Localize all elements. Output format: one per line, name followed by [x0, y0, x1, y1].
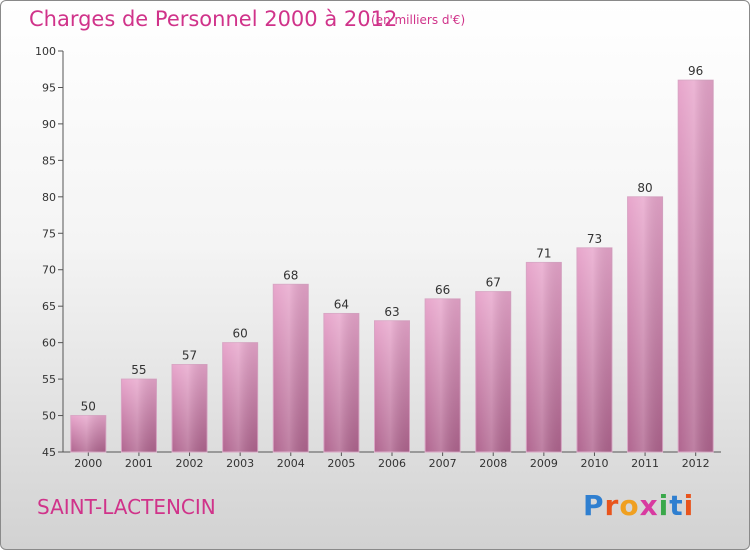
x-tick-label: 2010: [580, 457, 608, 470]
x-tick-label: 2012: [682, 457, 710, 470]
bar-value-label: 73: [587, 232, 602, 246]
logo-letter: o: [619, 489, 640, 522]
logo-letter: t: [669, 489, 684, 522]
logo-letter: P: [583, 489, 605, 522]
bar-shine: [425, 298, 461, 452]
x-tick-label: 2005: [327, 457, 355, 470]
x-tick-label: 2011: [631, 457, 659, 470]
bar-shine: [374, 320, 410, 452]
bar-value-label: 60: [233, 327, 248, 341]
y-tick-label: 75: [42, 227, 56, 240]
x-tick-label: 2001: [125, 457, 153, 470]
y-tick-label: 80: [42, 191, 56, 204]
y-tick-label: 45: [42, 446, 56, 459]
bar-value-label: 63: [384, 305, 399, 319]
bar-value-label: 71: [536, 246, 551, 260]
bar-value-label: 80: [637, 181, 652, 195]
bar-shine: [678, 80, 714, 452]
bar-shine: [526, 262, 562, 452]
y-tick-label: 85: [42, 154, 56, 167]
y-tick-label: 50: [42, 410, 56, 423]
proxiti-logo[interactable]: Proxiti: [583, 489, 694, 522]
y-tick-label: 90: [42, 118, 56, 131]
bar-shine: [121, 379, 157, 452]
logo-letter: i: [658, 489, 670, 522]
x-tick-label: 2004: [277, 457, 305, 470]
y-tick-label: 100: [35, 45, 56, 58]
bar-shine: [627, 196, 663, 452]
y-tick-label: 95: [42, 81, 56, 94]
bar-shine: [475, 291, 511, 452]
x-tick-label: 2007: [429, 457, 457, 470]
bar-shine: [576, 247, 612, 452]
bar-value-label: 96: [688, 64, 703, 78]
x-tick-label: 2009: [530, 457, 558, 470]
bar-value-label: 55: [131, 363, 146, 377]
x-tick-label: 2002: [176, 457, 204, 470]
y-tick-label: 60: [42, 337, 56, 350]
x-tick-label: 2008: [479, 457, 507, 470]
x-tick-label: 2000: [74, 457, 102, 470]
bar-value-label: 68: [283, 268, 298, 282]
x-tick-label: 2006: [378, 457, 406, 470]
bar-value-label: 64: [334, 297, 349, 311]
y-tick-label: 55: [42, 373, 56, 386]
bar-value-label: 50: [81, 400, 96, 414]
bar-shine: [222, 342, 258, 452]
bar-value-label: 66: [435, 283, 450, 297]
town-name: SAINT-LACTENCIN: [37, 495, 216, 519]
bar-value-label: 67: [486, 276, 501, 290]
bar-shine: [172, 364, 208, 452]
logo-letter: x: [639, 489, 659, 522]
bar-value-label: 57: [182, 349, 197, 363]
chart-title: Charges de Personnel 2000 à 2012: [29, 7, 398, 31]
logo-letter: r: [604, 489, 620, 522]
y-tick-label: 70: [42, 264, 56, 277]
bar-shine: [273, 284, 309, 452]
bar-shine: [323, 313, 359, 452]
x-tick-label: 2003: [226, 457, 254, 470]
y-tick-label: 65: [42, 300, 56, 313]
chart-subtitle: (en milliers d'€): [371, 13, 466, 27]
bar-shine: [70, 415, 106, 452]
logo-letter: i: [683, 489, 695, 522]
